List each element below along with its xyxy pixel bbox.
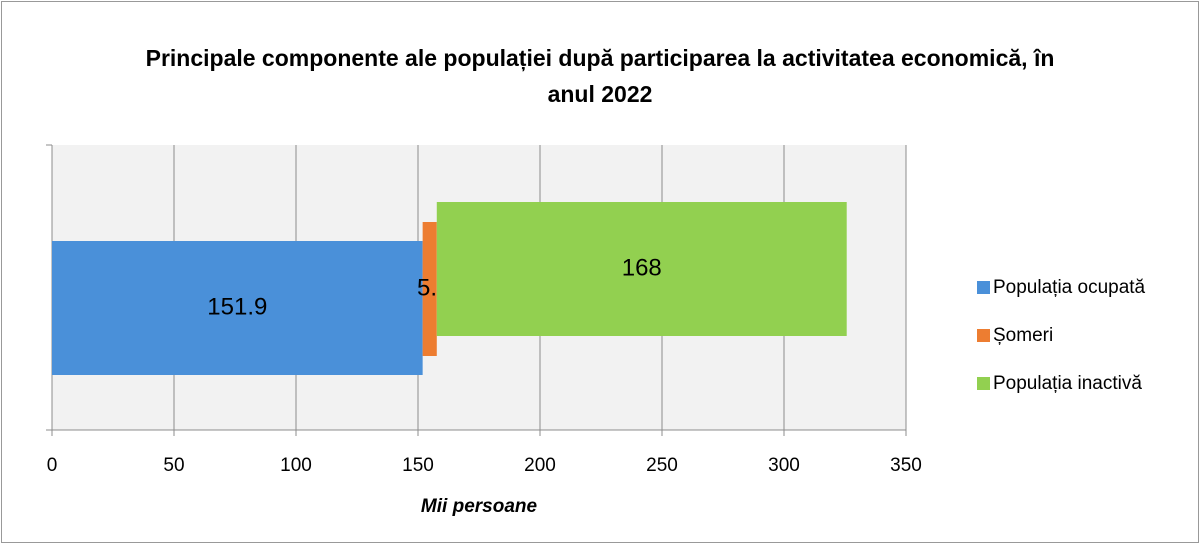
chart-title: Principale componente ale populației dup…	[145, 45, 1055, 107]
bar-segment	[422, 222, 437, 356]
bar-segment	[436, 202, 847, 336]
data-label: 151.9	[207, 293, 267, 320]
x-axis-label: Mii persoane	[421, 496, 538, 517]
legend-label: Populația ocupată	[993, 277, 1146, 298]
x-tick-label: 350	[890, 455, 922, 476]
x-tick-label: 300	[768, 455, 800, 476]
legend-swatch	[977, 329, 990, 342]
x-tick-label: 250	[646, 455, 678, 476]
x-tick-label: 100	[280, 455, 312, 476]
data-label: 168	[622, 254, 662, 281]
legend-label: Populația inactivă	[993, 373, 1142, 394]
x-tick-label: 200	[524, 455, 556, 476]
legend-swatch	[977, 281, 990, 294]
x-tick-label: 0	[47, 455, 58, 476]
x-tick-label: 50	[163, 455, 184, 476]
bar-segment	[52, 241, 423, 375]
legend-swatch	[977, 377, 990, 390]
x-tick-label: 150	[402, 455, 434, 476]
legend-label: Șomeri	[993, 325, 1053, 346]
